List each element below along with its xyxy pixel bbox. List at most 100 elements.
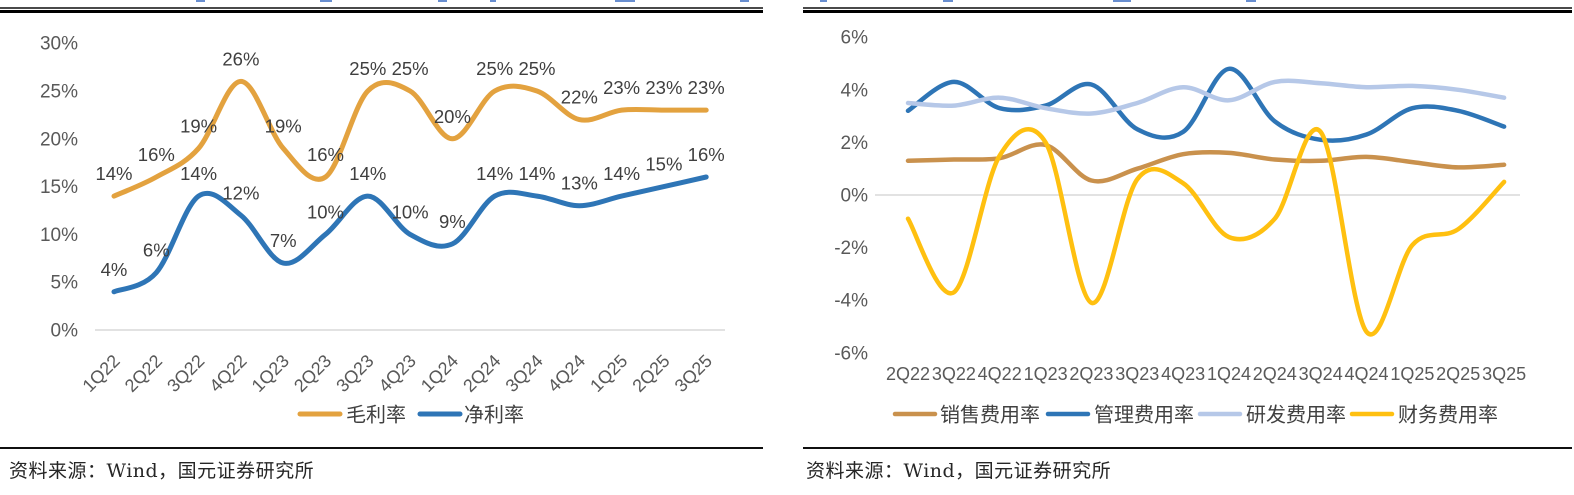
y-tick-label: 2%	[841, 133, 869, 154]
x-tick-label: 1Q24	[417, 351, 462, 396]
data-label-毛利率: 19%	[180, 115, 217, 136]
data-label-净利率: 10%	[392, 201, 429, 222]
legend-label-研发费用率: 研发费用率	[1246, 404, 1346, 427]
data-label-净利率: 14%	[518, 163, 555, 184]
x-tick-label: 1Q23	[248, 351, 293, 396]
top-rule-thick	[803, 10, 1572, 13]
x-tick-label: 2Q22	[121, 351, 166, 396]
source-note: 资料来源：Wind，国元证券研究所	[806, 456, 1111, 483]
data-label-毛利率: 20%	[434, 106, 471, 127]
data-label-毛利率: 23%	[645, 77, 682, 98]
x-tick-label: 3Q24	[1299, 364, 1343, 384]
x-tick-label: 3Q24	[502, 351, 547, 396]
data-label-净利率: 15%	[645, 154, 682, 175]
margin-trend-chart: 30%25%20%15%10%5%0%1Q222Q223Q224Q221Q232…	[40, 34, 725, 427]
data-label-毛利率: 26%	[222, 48, 259, 69]
expense-ratio-chart: 6%4%2%0%-2%-4%-6%2Q22 3Q22 4Q22 1Q23 2Q23 3Q2…	[834, 28, 1526, 427]
data-label-毛利率: 16%	[138, 144, 175, 165]
data-label-净利率: 16%	[688, 144, 725, 165]
y-tick-label: 10%	[40, 225, 78, 246]
x-tick-label: 3Q25	[1482, 364, 1526, 384]
x-tick-label: 1Q24	[1207, 364, 1251, 384]
top-rule-thin	[0, 7, 763, 9]
y-tick-label: 5%	[51, 273, 79, 294]
y-tick-label: 30%	[40, 34, 78, 55]
chart-panel-margins: 30% 25% 20% 15% 10% 5% 0% 1Q22 2Q22 3Q22 4Q22 1Q23 2…	[0, 0, 765, 495]
x-tick-label: 2Q24	[459, 351, 504, 396]
x-tick-label: 2Q23	[1069, 364, 1113, 384]
legend-label-财务费用率: 财务费用率	[1398, 404, 1498, 427]
data-label-净利率: 13%	[561, 173, 598, 194]
data-label-净利率: 10%	[307, 201, 344, 222]
y-tick-label: 15%	[40, 177, 78, 198]
x-tick-label: 4Q22	[978, 364, 1022, 384]
data-label-净利率: 12%	[222, 182, 259, 203]
source-note-text: 资料来源：Wind，国元证券研究所	[9, 460, 315, 482]
data-label-毛利率: 23%	[688, 77, 725, 98]
top-rule-thin	[803, 7, 1572, 9]
y-tick-label: 0%	[841, 186, 869, 207]
data-label-净利率: 14%	[180, 163, 217, 184]
data-label-净利率: 14%	[603, 163, 640, 184]
y-tick-label: 4%	[841, 80, 869, 101]
x-tick-label: 3Q22	[163, 351, 208, 396]
data-label-毛利率: 14%	[95, 163, 132, 184]
series-line-销售费用率	[905, 142, 1507, 184]
chart-panel-expense-ratios: 6% 4% 2% 0% -2% -4% -6% 2Q22 3Q22 4Q22 1Q23 2Q23 3Q2…	[803, 0, 1574, 495]
top-rule-thick	[0, 10, 763, 13]
y-tick-label: -4%	[834, 291, 868, 312]
x-tick-label: 4Q23	[1161, 364, 1205, 384]
data-label-净利率: 14%	[476, 163, 513, 184]
x-tick-label: 2Q24	[1253, 364, 1297, 384]
legend-label-销售费用率: 销售费用率	[940, 404, 1040, 427]
footer-divider	[803, 447, 1572, 450]
data-label-毛利率: 23%	[603, 77, 640, 98]
x-tick-label: 1Q23	[1024, 364, 1068, 384]
source-note-text: 资料来源：Wind，国元证券研究所	[806, 460, 1112, 482]
x-tick-label: 3Q23	[1115, 364, 1159, 384]
x-tick-label: 3Q25	[671, 351, 716, 396]
data-label-净利率: 7%	[270, 230, 297, 251]
data-label-净利率: 9%	[439, 211, 466, 232]
data-label-毛利率: 22%	[561, 87, 598, 108]
x-tick-label: 2Q25	[1436, 364, 1480, 384]
data-label-毛利率: 16%	[307, 144, 344, 165]
x-tick-label: 4Q23	[375, 351, 420, 396]
y-tick-label: 0%	[51, 321, 79, 342]
data-label-毛利率: 25%	[518, 58, 555, 79]
data-label-毛利率: 25%	[392, 58, 429, 79]
x-tick-label: 2Q22	[886, 364, 930, 384]
data-label-毛利率: 25%	[476, 58, 513, 79]
data-label-毛利率: 25%	[349, 58, 386, 79]
y-tick-label: 25%	[40, 82, 78, 103]
data-label-净利率: 14%	[349, 163, 386, 184]
x-tick-label: 3Q23	[332, 351, 377, 396]
data-label-毛利率: 19%	[265, 115, 302, 136]
x-tick-label: 1Q25	[586, 351, 631, 396]
series-line-毛利率	[111, 78, 709, 199]
x-tick-label: 4Q24	[1344, 364, 1388, 384]
y-tick-label: 20%	[40, 129, 78, 150]
y-tick-label: -6%	[834, 343, 868, 364]
y-tick-label: -2%	[834, 238, 868, 259]
clipped-text-fragments	[803, 0, 1574, 4]
legend-label-毛利率: 毛利率	[346, 404, 406, 427]
x-tick-label: 2Q25	[628, 351, 673, 396]
data-label-净利率: 6%	[143, 240, 170, 261]
series-line-管理费用率	[905, 66, 1507, 143]
clipped-text-fragments	[0, 0, 765, 4]
series-line-净利率	[111, 174, 709, 295]
legend-label-管理费用率: 管理费用率	[1094, 404, 1194, 427]
legend-label-净利率: 净利率	[464, 404, 524, 427]
data-label-净利率: 4%	[101, 259, 128, 280]
x-tick-label: 4Q22	[205, 351, 250, 396]
x-tick-label: 3Q22	[932, 364, 976, 384]
series-line-研发费用率	[905, 78, 1507, 116]
x-tick-label: 2Q23	[290, 351, 335, 396]
footer-divider	[0, 447, 763, 450]
x-tick-label: 1Q22	[79, 351, 124, 396]
source-note: 资料来源：Wind，国元证券研究所	[9, 456, 314, 483]
y-tick-label: 6%	[841, 28, 869, 49]
x-tick-label: 4Q24	[544, 351, 589, 396]
